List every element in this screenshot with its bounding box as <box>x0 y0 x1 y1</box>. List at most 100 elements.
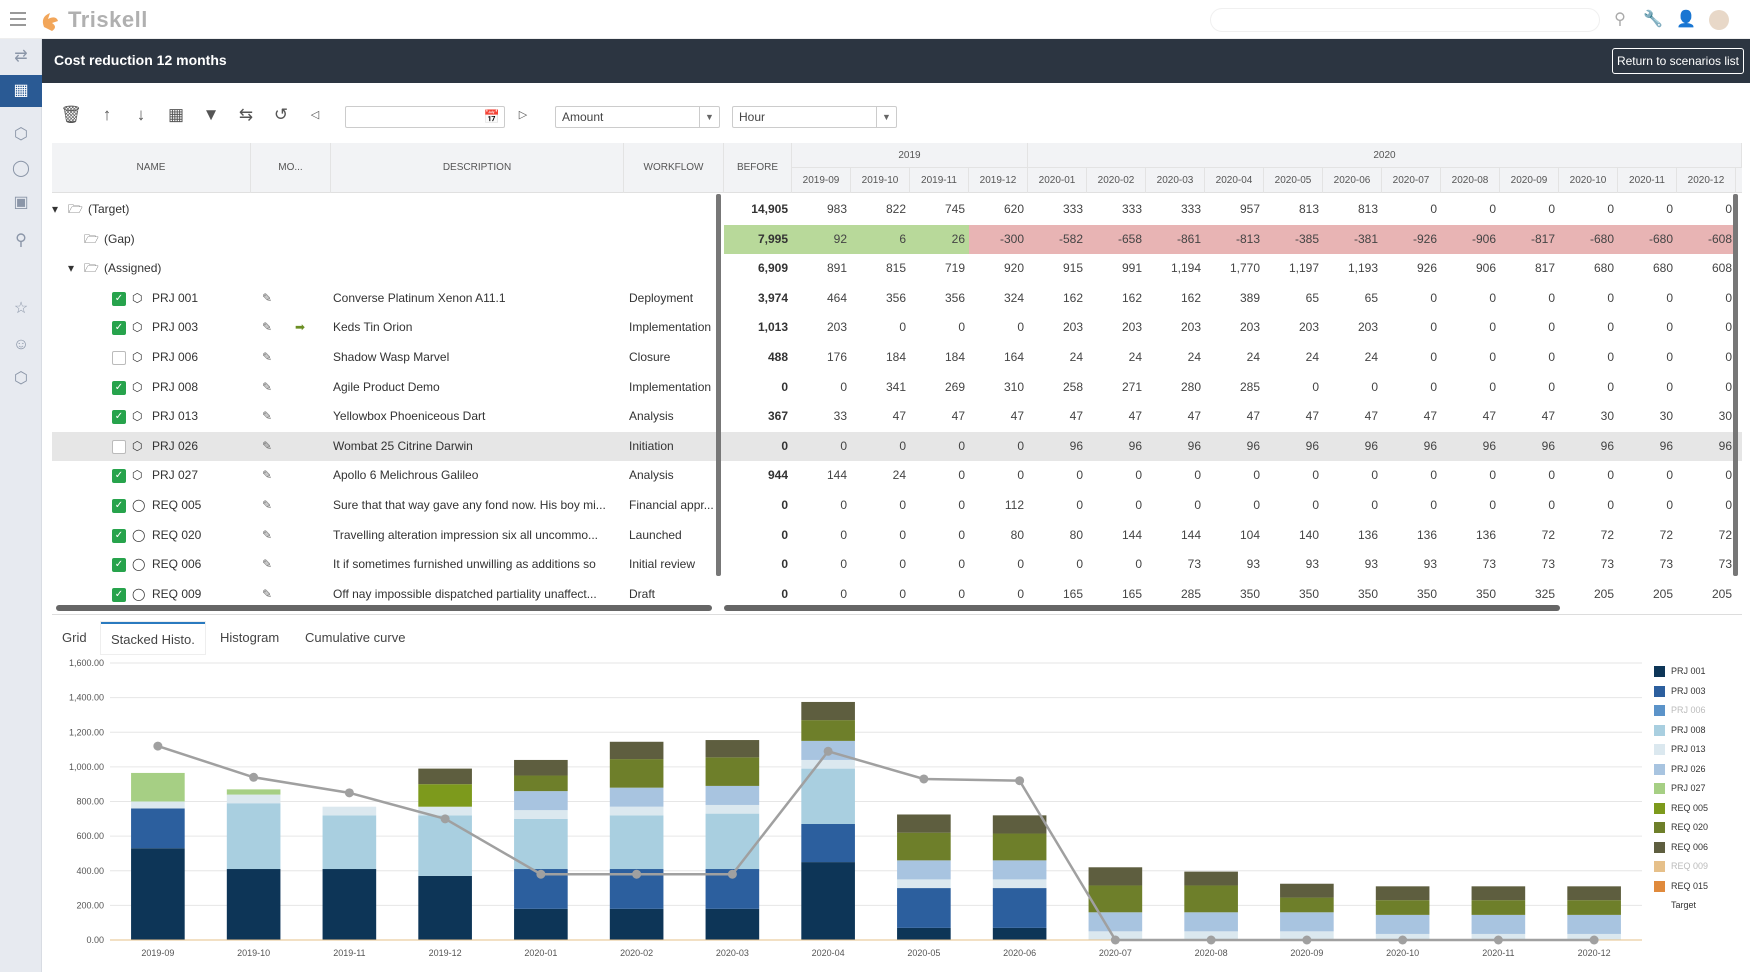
tab-grid[interactable]: Grid <box>62 630 87 645</box>
row-label[interactable]: PRJ 006 <box>152 350 199 364</box>
month-value[interactable]: 271 <box>1121 379 1142 394</box>
month-value[interactable]: 0 <box>840 498 847 512</box>
tab-cumulative-curve[interactable]: Cumulative curve <box>305 630 406 645</box>
star-icon[interactable]: ☆ <box>13 300 29 317</box>
month-value[interactable]: 0 <box>1194 498 1201 512</box>
month-value[interactable]: 30 <box>1600 409 1614 424</box>
month-value[interactable]: 0 <box>1371 468 1378 483</box>
month-value[interactable]: 0 <box>1371 379 1378 394</box>
month-value[interactable]: -817 <box>1500 224 1559 255</box>
month-value[interactable]: 24 <box>1364 350 1378 364</box>
month-value[interactable]: 333 <box>1062 202 1083 216</box>
header-mo[interactable]: MO... <box>251 143 331 193</box>
month-value[interactable]: 0 <box>899 320 906 335</box>
month-value[interactable]: 203 <box>1062 320 1083 335</box>
return-to-scenarios-button[interactable]: Return to scenarios list <box>1611 48 1744 74</box>
month-value[interactable]: 0 <box>958 586 965 601</box>
user-admin-icon[interactable]: 👤 <box>1676 11 1696 28</box>
row-checkbox[interactable]: ✓ <box>112 528 126 543</box>
month-value[interactable]: 96 <box>1482 438 1496 453</box>
month-value[interactable]: 0 <box>1725 379 1732 394</box>
month-value[interactable]: 0 <box>958 438 965 453</box>
month-value[interactable]: 0 <box>1430 468 1437 483</box>
month-value[interactable]: 608 <box>1711 261 1732 276</box>
month-value[interactable]: 205 <box>1711 586 1732 601</box>
month-value[interactable]: 0 <box>1135 557 1142 572</box>
month-value[interactable]: 0 <box>1253 498 1260 512</box>
month-value[interactable]: 0 <box>958 527 965 542</box>
month-value[interactable]: 0 <box>1548 498 1555 512</box>
month-value[interactable]: 203 <box>1121 320 1142 335</box>
legend-item[interactable]: PRJ 027 <box>1654 782 1706 796</box>
month-value[interactable]: 0 <box>1017 320 1024 335</box>
filter-icon[interactable]: ▼ <box>202 105 220 124</box>
edit-icon[interactable]: ✎ <box>262 409 273 424</box>
vertical-scrollbar[interactable] <box>716 194 721 576</box>
month-value[interactable]: 0 <box>1135 498 1142 512</box>
month-value[interactable]: 104 <box>1239 527 1260 542</box>
search-icon[interactable]: ⚲ <box>1614 11 1626 28</box>
month-value[interactable]: 350 <box>1239 586 1260 601</box>
row-label[interactable]: REQ 020 <box>152 527 202 542</box>
month-value[interactable]: 0 <box>1371 498 1378 512</box>
table-row[interactable]: ✓ ⬡ PRJ 001 ✎ Converse Platinum Xenon A11.1 D… <box>52 284 1742 314</box>
month-value[interactable]: -658 <box>1087 224 1146 255</box>
month-value[interactable]: 47 <box>951 409 965 424</box>
month-value[interactable]: 33 <box>833 409 847 424</box>
month-value[interactable]: 96 <box>1718 438 1732 453</box>
month-value[interactable]: 0 <box>1725 290 1732 305</box>
month-value[interactable]: 0 <box>1548 320 1555 335</box>
month-value[interactable]: 0 <box>1725 202 1732 216</box>
month-value[interactable]: 47 <box>1246 409 1260 424</box>
month-value[interactable]: 0 <box>958 468 965 483</box>
month-value[interactable]: 96 <box>1305 438 1319 453</box>
month-value[interactable]: 0 <box>899 498 906 512</box>
month-value[interactable]: 0 <box>1548 379 1555 394</box>
legend-item[interactable]: REQ 020 <box>1654 821 1708 835</box>
month-value[interactable]: 1,197 <box>1288 261 1319 276</box>
month-value[interactable]: 356 <box>885 290 906 305</box>
month-value[interactable]: 0 <box>1312 498 1319 512</box>
switch-icon[interactable]: ⇄ <box>14 48 28 65</box>
month-value[interactable]: 30 <box>1659 409 1673 424</box>
month-value[interactable]: 0 <box>1430 379 1437 394</box>
assigned-row[interactable]: ▾ 🗁 (Assigned) 6,909 891 815 719 920 915 991 1,194… <box>52 254 1742 284</box>
month-value[interactable]: 96 <box>1128 438 1142 453</box>
month-value[interactable]: 203 <box>1298 320 1319 335</box>
month-value[interactable]: 65 <box>1305 290 1319 305</box>
month-value[interactable]: 0 <box>1194 468 1201 483</box>
month-value[interactable]: 24 <box>1187 350 1201 364</box>
calendar-icon[interactable]: 📅 <box>483 109 500 124</box>
month-value[interactable]: 93 <box>1364 557 1378 572</box>
month-value[interactable]: 0 <box>1017 438 1024 453</box>
target-row[interactable]: ▾ 🗁 (Target) 14,905 983 822 745 620 333 333 333 957… <box>52 195 1742 225</box>
month-value[interactable]: 620 <box>1003 202 1024 216</box>
row-checkbox[interactable]: ✓ <box>112 558 126 573</box>
month-value[interactable]: 47 <box>1364 409 1378 424</box>
month-value[interactable]: 93 <box>1246 557 1260 572</box>
month-value[interactable]: 80 <box>1069 527 1083 542</box>
month-value[interactable]: 991 <box>1121 261 1142 276</box>
month-value[interactable]: -582 <box>1028 224 1087 255</box>
month-value[interactable]: 0 <box>1548 202 1555 216</box>
month-value[interactable]: 203 <box>1357 320 1378 335</box>
month-value[interactable]: 47 <box>1482 409 1496 424</box>
month-value[interactable]: -680 <box>1559 224 1618 255</box>
month-value[interactable]: 0 <box>899 527 906 542</box>
edit-icon[interactable]: ✎ <box>262 438 273 453</box>
month-value[interactable]: 47 <box>1128 409 1142 424</box>
month-value[interactable]: 73 <box>1482 557 1496 572</box>
table-row[interactable]: ✓ ⬡ PRJ 013 ✎ Yellowbox Phoeniceous Dart Anal… <box>52 402 1742 432</box>
month-value[interactable]: -381 <box>1323 224 1382 255</box>
month-value[interactable]: 813 <box>1357 202 1378 216</box>
month-value[interactable]: 96 <box>1423 438 1437 453</box>
month-value[interactable]: 356 <box>944 290 965 305</box>
month-value[interactable]: 203 <box>826 320 847 335</box>
month-value[interactable]: 0 <box>1548 350 1555 364</box>
month-value[interactable]: 165 <box>1062 586 1083 601</box>
month-value[interactable]: -906 <box>1441 224 1500 255</box>
month-value[interactable]: 47 <box>1423 409 1437 424</box>
month-value[interactable]: 0 <box>1725 468 1732 483</box>
row-label[interactable]: PRJ 001 <box>152 290 199 305</box>
edit-icon[interactable]: ✎ <box>262 290 273 305</box>
